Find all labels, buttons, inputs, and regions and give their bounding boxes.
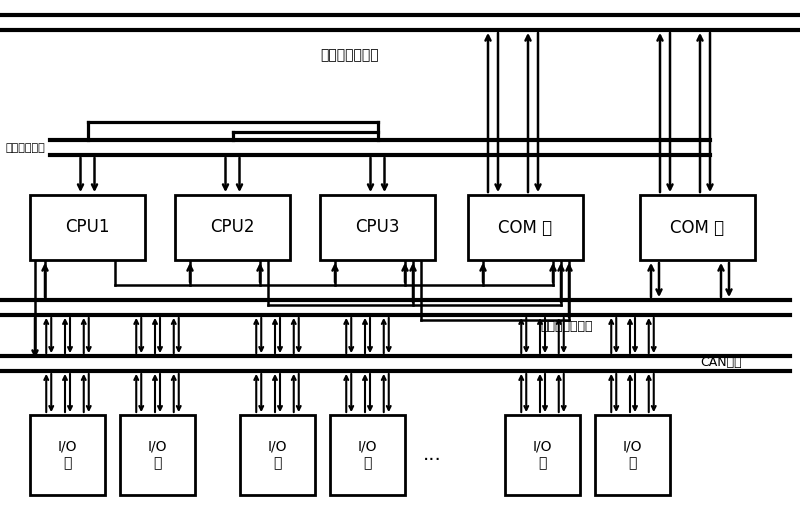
- Text: 高速串行总线: 高速串行总线: [5, 143, 45, 153]
- Text: ...: ...: [422, 446, 442, 464]
- Text: CPU1: CPU1: [66, 219, 110, 236]
- Text: CPU2: CPU2: [210, 219, 254, 236]
- Text: I/O
备: I/O 备: [358, 440, 378, 470]
- Bar: [330, 415, 405, 495]
- Text: COM 主: COM 主: [498, 219, 553, 236]
- Bar: [120, 415, 195, 495]
- Bar: [240, 415, 315, 495]
- Text: I/O
主: I/O 主: [533, 440, 552, 470]
- Text: CAN总线: CAN总线: [700, 357, 742, 370]
- Bar: [595, 415, 670, 495]
- Bar: [30, 195, 145, 260]
- Text: I/O
备: I/O 备: [622, 440, 642, 470]
- Bar: [320, 195, 435, 260]
- Text: COM 备: COM 备: [670, 219, 725, 236]
- Bar: [175, 195, 290, 260]
- Text: I/O
主: I/O 主: [58, 440, 78, 470]
- Text: I/O
主: I/O 主: [268, 440, 287, 470]
- Text: 内部冗余以太网: 内部冗余以太网: [540, 320, 593, 332]
- Bar: [30, 415, 105, 495]
- Bar: [468, 195, 583, 260]
- Text: I/O
备: I/O 备: [148, 440, 167, 470]
- Bar: [505, 415, 580, 495]
- Text: 外部冗余以太网: 外部冗余以太网: [321, 48, 379, 62]
- Text: CPU3: CPU3: [355, 219, 400, 236]
- Bar: [640, 195, 755, 260]
